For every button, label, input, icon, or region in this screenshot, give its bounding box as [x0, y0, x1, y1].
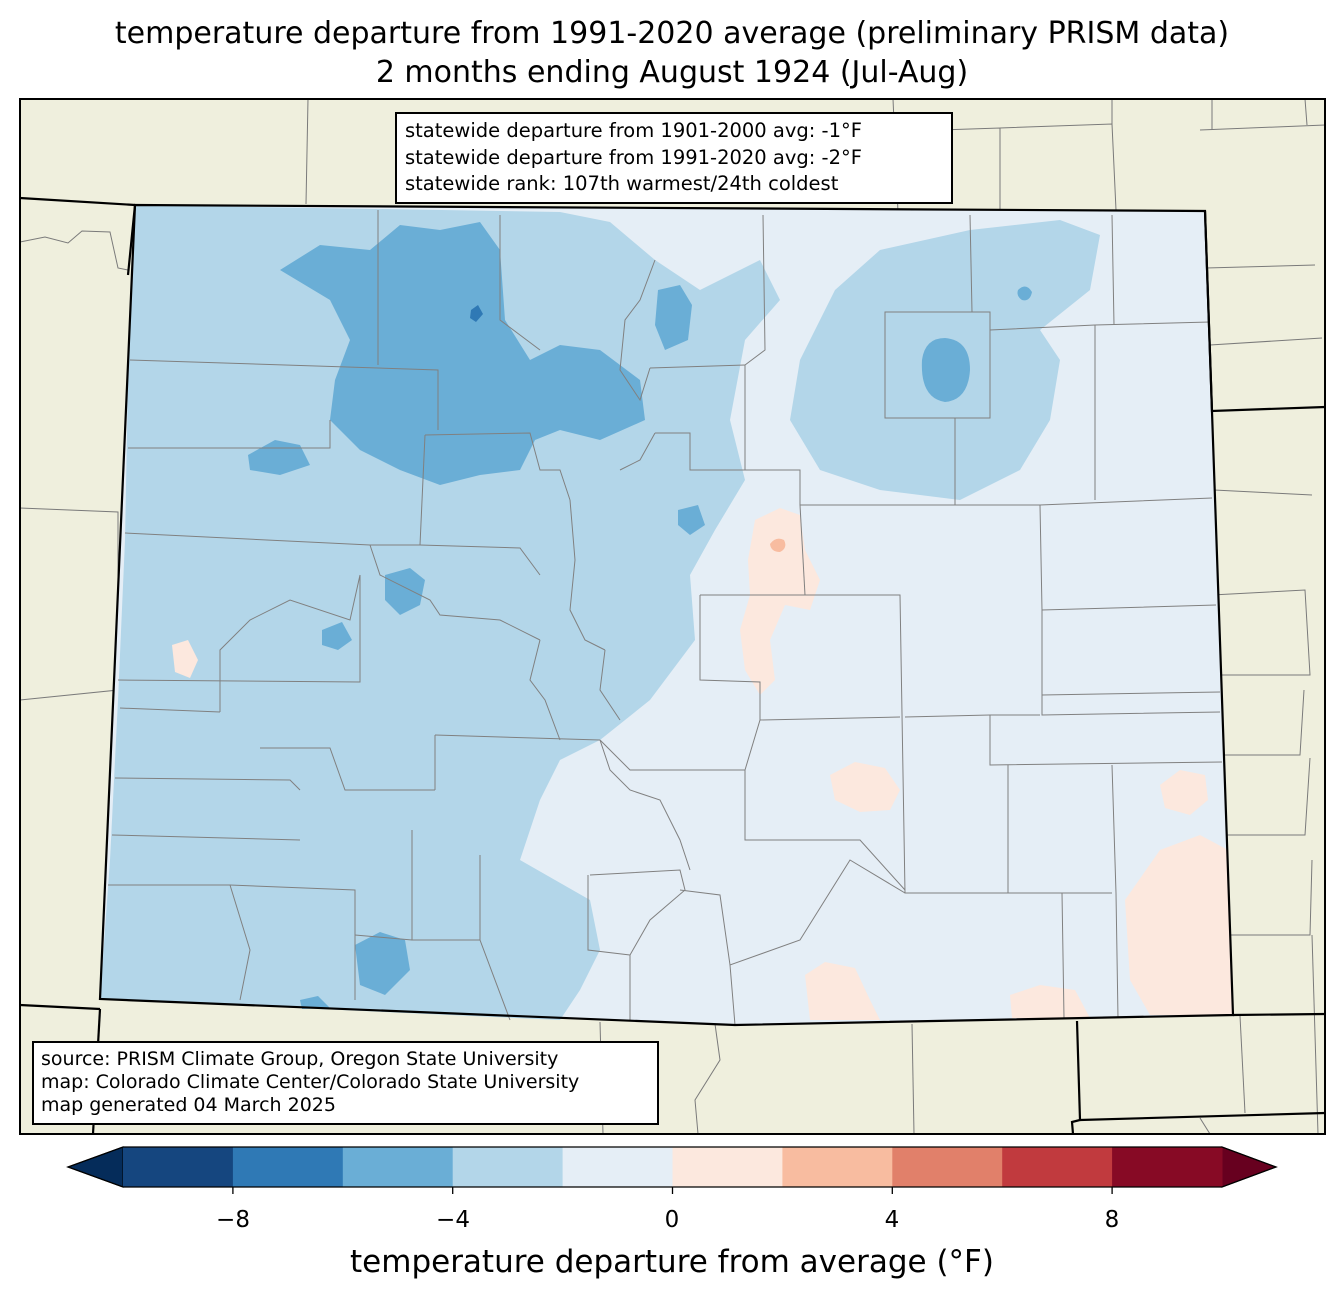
colorbar-tick-minus-4: −4: [436, 1207, 470, 1233]
colorbar-segment: [1112, 1147, 1223, 1187]
credits-line-3: map generated 04 March 2025: [41, 1094, 336, 1116]
colorbar-tick-4: 4: [884, 1207, 900, 1233]
region-cool-mid-north: [280, 222, 645, 485]
region-cool-mid-spot-3: [300, 996, 330, 1009]
statewide-stats-box: statewide departure from 1901-2000 avg: …: [395, 112, 953, 204]
credits-line-1: source: PRISM Climate Group, Oregon Stat…: [41, 1048, 559, 1070]
colorbar-segment: [672, 1147, 783, 1187]
colorbar-segment: [562, 1147, 673, 1187]
stats-line-2: statewide departure from 1991-2020 avg: …: [405, 145, 862, 169]
colorbar-segment: [782, 1147, 893, 1187]
county-boundaries: [108, 210, 1223, 1026]
region-warm-light-south-2: [1010, 985, 1090, 1018]
region-warm-light-east-2: [1160, 770, 1208, 815]
colorbar-under-arrow: [66, 1146, 124, 1188]
region-warm-light-plains: [740, 508, 820, 695]
region-cool-mid-central: [385, 568, 425, 615]
map-frame: [19, 98, 1326, 1135]
region-warm-mid-spot: [770, 538, 786, 552]
colorbar-segment: [232, 1147, 344, 1187]
colorbar-segment: [892, 1147, 1003, 1187]
region-cool-mid-front-range: [678, 505, 705, 535]
region-warm-light-south: [805, 962, 880, 1020]
colorbar-over-arrow: [1221, 1146, 1278, 1188]
colorbar-segment: [123, 1147, 234, 1187]
colorbar-tick-minus-8: −8: [216, 1207, 250, 1233]
map-title-line-2: 2 months ending August 1924 (Jul-Aug): [375, 55, 969, 90]
region-cool-mid-north-central: [655, 285, 692, 350]
region-warm-light-east: [830, 762, 900, 812]
colorbar-tick-0: 0: [664, 1207, 680, 1233]
credits-line-2: map: Colorado Climate Center/Colorado St…: [41, 1071, 580, 1093]
stats-line-1: statewide departure from 1901-2000 avg: …: [405, 119, 862, 142]
region-cool-dark-spot: [470, 305, 483, 322]
credits-box: source: PRISM Climate Group, Oregon Stat…: [32, 1041, 659, 1125]
colorbar-segment: [342, 1147, 454, 1187]
colorbar-segment: [1002, 1147, 1113, 1187]
colorado-border: [98, 203, 1235, 1027]
region-cool-mid-spot-2: [322, 622, 352, 650]
region-cool-mid-spot-4: [1017, 286, 1032, 301]
region-warm-light-west: [172, 640, 198, 678]
map-title-line-1: temperature departure from 1991-2020 ave…: [114, 16, 1230, 51]
colorbar-tick-8: 8: [1104, 1207, 1120, 1233]
colorbar-label: temperature departure from average (°F): [350, 1244, 994, 1280]
region-cool-mid-east-spot: [921, 338, 970, 402]
colorbar-outline: [66, 1146, 1278, 1188]
colorbar-segment: [452, 1147, 564, 1187]
stats-line-3: statewide rank: 107th warmest/24th colde…: [405, 172, 839, 195]
region-cool-mid-southwest: [355, 932, 410, 995]
region-cool-mid-northwest: [248, 440, 310, 475]
region-warm-light-southeast: [1125, 835, 1233, 1015]
